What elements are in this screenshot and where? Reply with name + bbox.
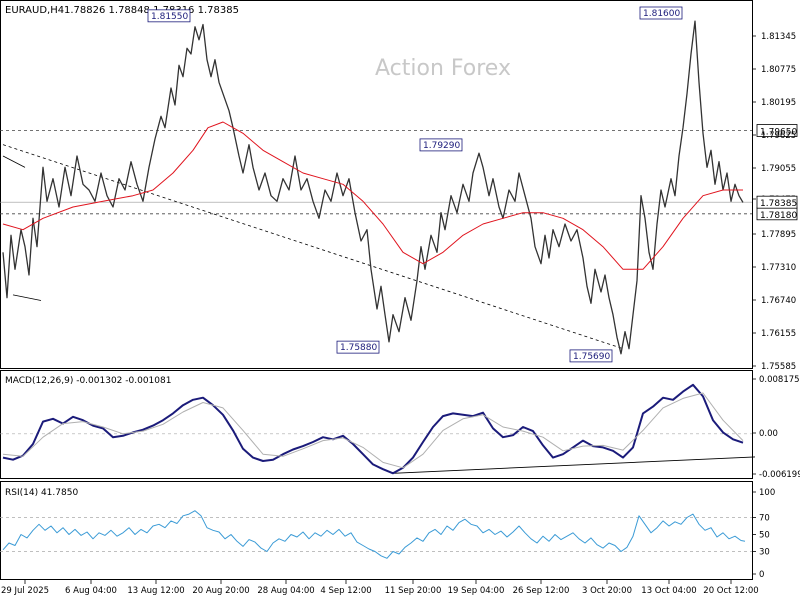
- x-axis-label: 28 Aug 04:00: [257, 586, 314, 596]
- price-axis-label: 1.77310: [761, 263, 796, 273]
- price-layer: 1.79650 1.78180 1.81550 1.81600 1.79290 1.758…: [0, 6, 798, 372]
- price-axis-label: 1.79055: [761, 164, 796, 174]
- swing-price-box: [569, 349, 613, 363]
- rsi-title: RSI(14) 41.7850: [5, 488, 78, 498]
- macd-axis-label: -0.006199: [759, 470, 800, 480]
- rsi-layer: 100 70 50 30 0: [0, 488, 775, 580]
- swing-price-label: 1.75690: [573, 352, 610, 362]
- level-price-label: 1.78180: [760, 211, 797, 221]
- x-axis-label: 29 Jul 2025: [1, 586, 49, 596]
- price-series-line: [2, 20, 744, 355]
- x-axis-label: 20 Aug 20:00: [192, 586, 249, 596]
- macd-signal-line: [2, 392, 744, 469]
- price-axis-label: 1.80195: [761, 98, 796, 108]
- x-axis-label: 20 Oct 12:00: [703, 586, 758, 596]
- price-axis-label: 1.79625: [761, 131, 796, 141]
- x-axis-label: 13 Aug 12:00: [127, 586, 184, 596]
- swing-price-box: [639, 6, 683, 20]
- moving-average-line: [2, 121, 743, 270]
- rsi-panel-frame: [0, 481, 753, 580]
- x-axis-label: 3 Oct 20:00: [582, 586, 632, 596]
- x-axis-label: 11 Sep 20:00: [385, 586, 442, 596]
- swing-price-box: [419, 138, 463, 152]
- rsi-axis-label: 70: [759, 514, 770, 524]
- swing-price-box: [147, 9, 191, 23]
- level-price-box: [756, 124, 798, 137]
- swing-price-box: [336, 340, 380, 354]
- price-panel-frame: [0, 0, 753, 369]
- axis-layer: 29 Jul 2025 6 Aug 04:00 13 Aug 12:00 20 Aug…: [1, 580, 759, 596]
- swing-price-label: 1.81600: [643, 9, 680, 19]
- x-axis-label: 6 Aug 04:00: [65, 586, 117, 596]
- x-axis-label: 26 Sep 12:00: [513, 586, 570, 596]
- macd-title: MACD(12,26,9) -0.001302 -0.001081: [5, 376, 171, 386]
- rsi-axis-label: 100: [759, 488, 775, 498]
- rsi-axis-label: 50: [759, 531, 770, 541]
- rsi-line: [2, 510, 746, 559]
- rsi-axis-label: 30: [759, 548, 770, 558]
- x-axis-label: 19 Sep 04:00: [448, 586, 505, 596]
- watermark: Action Forex: [375, 56, 511, 81]
- trendline: [12, 294, 42, 301]
- current-price-box: [756, 195, 798, 209]
- rsi-axis-label: 0: [759, 570, 764, 580]
- trendline: [2, 144, 624, 350]
- macd-trendline: [392, 456, 756, 474]
- macd-axis-label: 0.008175: [759, 375, 800, 385]
- x-axis-label: 13 Oct 04:00: [641, 586, 696, 596]
- swing-price-label: 1.79290: [423, 141, 460, 151]
- x-axis-label: 4 Sep 12:00: [320, 586, 371, 596]
- price-axis-label: 1.81345: [761, 32, 796, 42]
- price-axis-label: 1.76155: [761, 329, 796, 339]
- price-axis-label: 1.75585: [761, 362, 796, 372]
- swing-price-label: 1.81550: [151, 12, 188, 22]
- price-axis-label: 1.76740: [761, 296, 796, 306]
- swing-price-label: 1.75880: [340, 343, 377, 353]
- macd-axis-label: 0.00: [759, 429, 778, 439]
- trendline: [2, 155, 26, 168]
- current-price-label: 1.78385: [760, 199, 797, 209]
- price-axis-label: 1.77895: [761, 230, 796, 240]
- symbol-label: EURAUD,H4: [5, 5, 64, 16]
- macd-layer: 0.008175 0.00 -0.006199: [0, 375, 800, 480]
- macd-line: [2, 383, 744, 475]
- level-price-label: 1.79650: [760, 128, 797, 138]
- price-axis-label: 1.80775: [761, 65, 796, 75]
- macd-panel-frame: [0, 370, 753, 479]
